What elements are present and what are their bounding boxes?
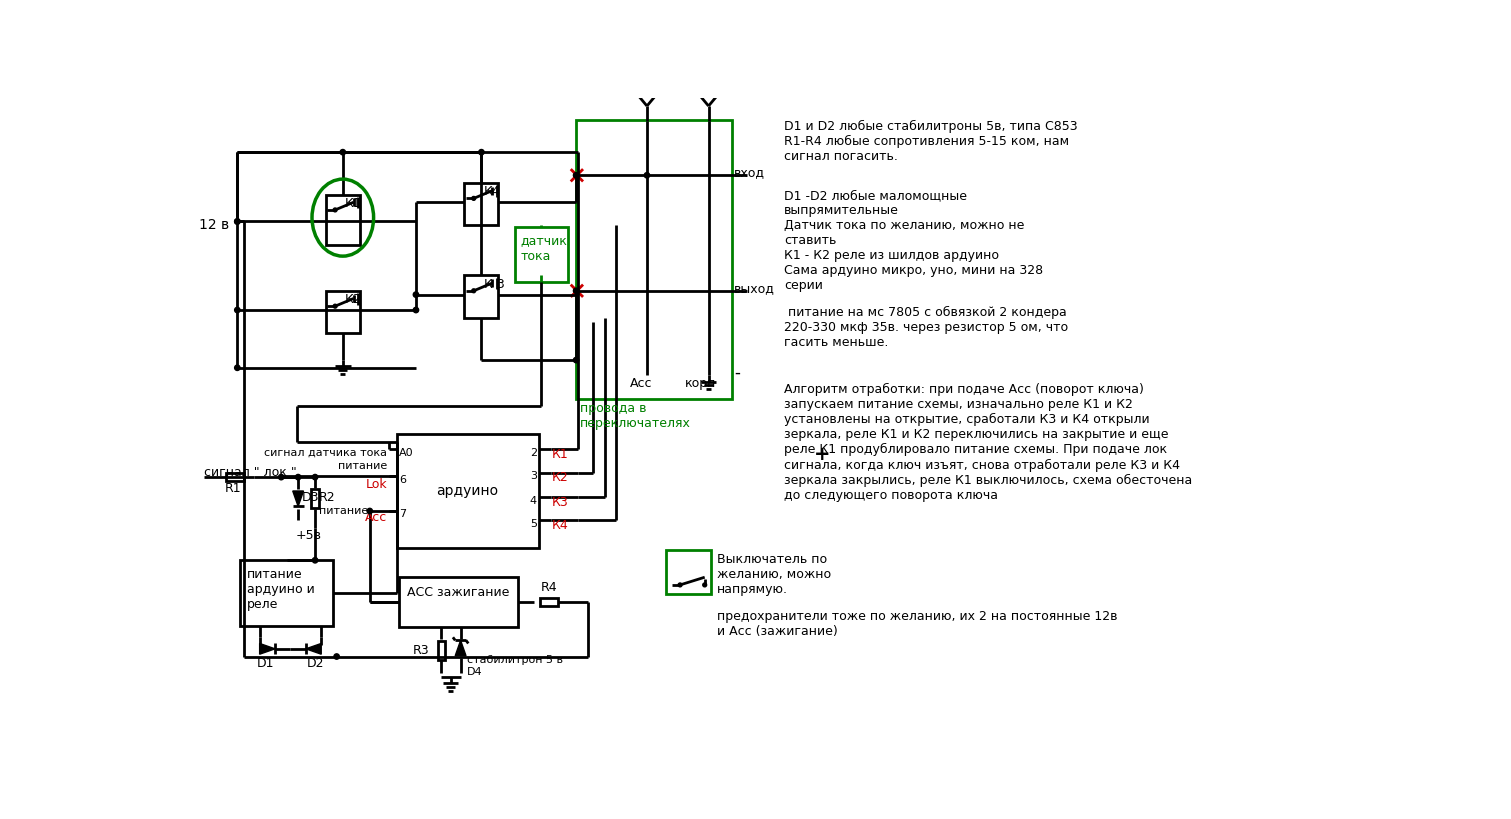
Text: К4: К4 bbox=[552, 518, 570, 532]
Text: АСС зажигание: АСС зажигание bbox=[406, 586, 509, 600]
Polygon shape bbox=[455, 640, 465, 656]
Text: ардуино: ардуино bbox=[437, 484, 499, 498]
Text: 4: 4 bbox=[530, 495, 536, 505]
Text: R2: R2 bbox=[319, 491, 335, 504]
Circle shape bbox=[296, 474, 301, 480]
Text: 12 в: 12 в bbox=[199, 219, 230, 233]
Text: питание: питание bbox=[319, 506, 369, 516]
Circle shape bbox=[678, 583, 681, 587]
Bar bbox=[539, 598, 559, 606]
Text: R4: R4 bbox=[541, 581, 558, 594]
Text: Acc: Acc bbox=[366, 511, 387, 523]
Polygon shape bbox=[293, 491, 304, 506]
Text: К1: К1 bbox=[345, 197, 361, 210]
Bar bbox=[515, 227, 568, 283]
Bar bbox=[225, 473, 245, 481]
Circle shape bbox=[334, 208, 337, 212]
Circle shape bbox=[234, 219, 240, 224]
Text: сигнал " лок ": сигнал " лок " bbox=[204, 466, 298, 479]
Circle shape bbox=[340, 150, 346, 155]
Circle shape bbox=[234, 365, 240, 370]
Polygon shape bbox=[260, 644, 275, 654]
Text: D1 и D2 любые стабилитроны 5в, типа С853
R1-R4 любые сопротивления 5-15 ком, нам: D1 и D2 любые стабилитроны 5в, типа С853… bbox=[784, 120, 1077, 163]
Text: Выключатель по
желанию, можно
напрямую.: Выключатель по желанию, можно напрямую. bbox=[718, 554, 831, 596]
Text: Асс: Асс bbox=[630, 377, 653, 390]
Circle shape bbox=[234, 219, 240, 224]
Text: К2: К2 bbox=[345, 293, 361, 306]
Text: 5: 5 bbox=[530, 518, 536, 529]
Text: +: + bbox=[814, 445, 831, 464]
Text: К4: К4 bbox=[484, 185, 500, 198]
Text: К2: К2 bbox=[552, 471, 570, 484]
Circle shape bbox=[479, 150, 484, 155]
Text: К3: К3 bbox=[552, 495, 570, 509]
Circle shape bbox=[413, 307, 419, 313]
Text: вход: вход bbox=[734, 166, 765, 179]
Text: питание: питание bbox=[338, 461, 387, 471]
Bar bbox=[326, 291, 360, 333]
Text: Lok: Lok bbox=[366, 477, 387, 491]
Text: 7: 7 bbox=[399, 509, 406, 519]
Text: сигнал датчика тока: сигнал датчика тока bbox=[264, 448, 387, 458]
Text: 2: 2 bbox=[530, 448, 536, 458]
Text: датчик
тока: датчик тока bbox=[521, 234, 568, 263]
Polygon shape bbox=[305, 644, 322, 654]
Circle shape bbox=[278, 474, 284, 480]
Circle shape bbox=[313, 558, 317, 563]
Text: D3: D3 bbox=[302, 491, 319, 504]
Text: предохранители тоже по желанию, их 2 на постоянные 12в
и Асс (зажигание): предохранители тоже по желанию, их 2 на … bbox=[718, 609, 1118, 637]
Text: Алгоритм отработки: при подаче Асс (поворот ключа)
запускаем питание схемы, изна: Алгоритм отработки: при подаче Асс (пово… bbox=[784, 383, 1192, 501]
Text: R1: R1 bbox=[224, 482, 242, 495]
Text: -: - bbox=[734, 364, 740, 382]
Bar bbox=[438, 641, 446, 659]
Text: А0: А0 bbox=[399, 448, 414, 458]
Circle shape bbox=[644, 173, 650, 178]
Text: К 3: К 3 bbox=[484, 278, 505, 291]
Bar bbox=[666, 550, 710, 594]
Text: корп: корп bbox=[684, 377, 716, 390]
Text: 6: 6 bbox=[399, 475, 406, 485]
Text: R3: R3 bbox=[413, 644, 429, 657]
Circle shape bbox=[367, 509, 372, 514]
Bar bbox=[464, 183, 499, 225]
Text: 3: 3 bbox=[530, 471, 536, 481]
Text: К1: К1 bbox=[552, 448, 570, 461]
Text: D2: D2 bbox=[307, 657, 323, 669]
Circle shape bbox=[471, 289, 476, 292]
Text: питание
ардуино и
реле: питание ардуино и реле bbox=[246, 568, 314, 611]
Circle shape bbox=[471, 197, 476, 201]
Bar bbox=[399, 577, 518, 627]
Circle shape bbox=[334, 304, 337, 308]
Bar bbox=[326, 195, 360, 245]
Bar bbox=[576, 120, 731, 399]
Text: стабилитрон 5 в
D4: стабилитрон 5 в D4 bbox=[467, 655, 562, 676]
Circle shape bbox=[334, 654, 340, 659]
Text: +5в: +5в bbox=[296, 529, 322, 542]
Text: D1: D1 bbox=[257, 657, 275, 669]
Text: питание на мс 7805 с обвязкой 2 кондера
220-330 мкф 35в. через резистор 5 ом, чт: питание на мс 7805 с обвязкой 2 кондера … bbox=[784, 306, 1068, 349]
Circle shape bbox=[573, 288, 579, 293]
Bar bbox=[397, 434, 539, 548]
Text: D1 -D2 любые маломощные
выпрямительные
Датчик тока по желанию, можно не
ставить
: D1 -D2 любые маломощные выпрямительные Д… bbox=[784, 189, 1043, 292]
Bar bbox=[464, 275, 499, 318]
Circle shape bbox=[573, 357, 579, 363]
Circle shape bbox=[703, 583, 707, 587]
Text: выход: выход bbox=[734, 282, 775, 295]
Circle shape bbox=[313, 474, 317, 480]
Circle shape bbox=[573, 173, 579, 178]
Bar bbox=[311, 490, 319, 508]
Text: провода в
переключателях: провода в переключателях bbox=[580, 402, 691, 431]
Bar bbox=[240, 560, 332, 626]
Circle shape bbox=[234, 307, 240, 313]
Circle shape bbox=[413, 292, 419, 297]
